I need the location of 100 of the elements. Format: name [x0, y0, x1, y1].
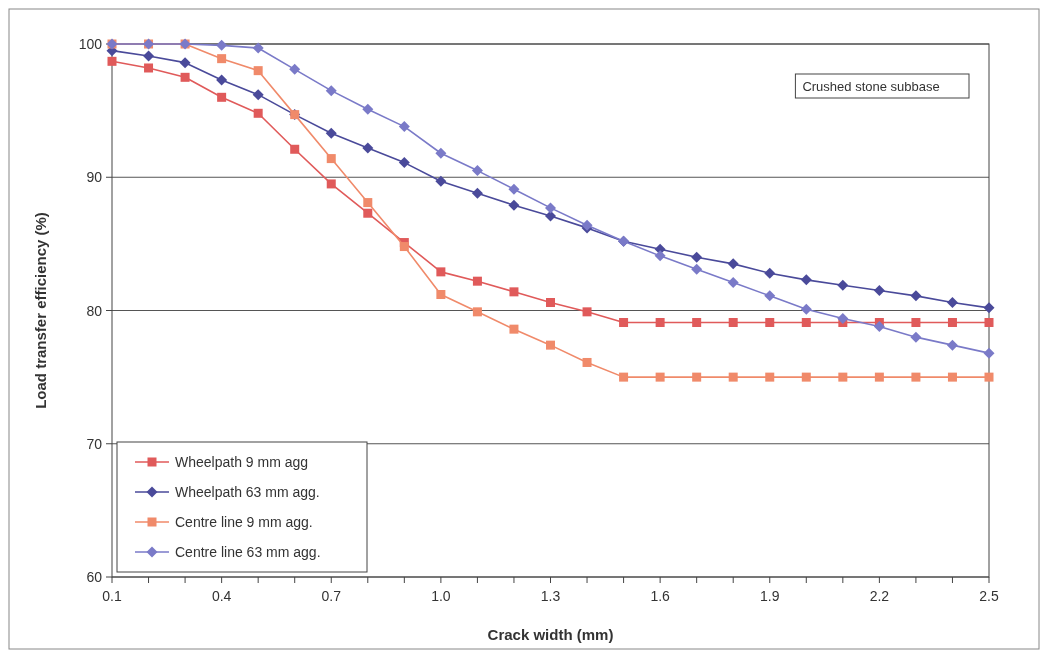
x-tick-label: 1.6 — [650, 588, 671, 604]
point — [655, 317, 665, 327]
point — [545, 202, 556, 214]
x-tick-label: 1.3 — [540, 588, 561, 604]
point — [107, 56, 117, 66]
point — [253, 108, 263, 118]
point — [764, 290, 776, 302]
point — [362, 142, 374, 154]
legend-label: Centre line 63 mm agg. — [175, 544, 321, 560]
point — [801, 317, 811, 327]
point — [217, 92, 227, 102]
point — [800, 274, 812, 286]
point — [217, 54, 227, 64]
point — [216, 74, 228, 86]
point — [910, 331, 922, 343]
point — [508, 199, 520, 211]
point — [143, 50, 155, 62]
point — [472, 276, 482, 286]
y-tick-label: 70 — [86, 435, 103, 452]
point — [801, 372, 811, 382]
point — [946, 297, 958, 309]
point — [546, 298, 555, 308]
point — [947, 372, 957, 382]
point — [252, 89, 264, 101]
point — [435, 147, 447, 159]
point — [654, 250, 666, 262]
point — [472, 307, 482, 317]
point — [911, 317, 921, 327]
point — [727, 277, 739, 289]
x-tick-label: 0.4 — [211, 588, 232, 604]
x-tick-label: 2.2 — [869, 588, 890, 604]
point — [727, 258, 739, 270]
point — [325, 85, 337, 97]
point — [398, 157, 410, 169]
point — [984, 317, 994, 327]
point — [253, 66, 263, 76]
point — [144, 63, 154, 73]
point — [619, 317, 629, 327]
point — [983, 302, 995, 314]
point — [837, 312, 849, 324]
y-tick-label: 100 — [78, 36, 103, 52]
point — [179, 57, 191, 69]
x-tick-label: 1.9 — [760, 588, 780, 604]
x-tick-label: 0.7 — [321, 588, 342, 604]
y-tick-label: 60 — [86, 569, 103, 585]
point — [509, 324, 519, 334]
x-tick-label: 1.0 — [431, 588, 451, 604]
point — [800, 303, 812, 315]
point — [765, 317, 775, 327]
point — [946, 339, 958, 351]
point — [326, 154, 336, 164]
point — [692, 317, 702, 327]
point — [873, 320, 885, 332]
point — [508, 183, 520, 195]
point — [874, 372, 884, 382]
point — [471, 165, 483, 177]
point — [728, 317, 738, 327]
point — [363, 208, 373, 218]
point — [216, 39, 228, 51]
point — [911, 372, 921, 382]
y-tick-label: 80 — [86, 302, 103, 319]
point — [838, 372, 848, 382]
point — [546, 340, 555, 350]
point — [582, 357, 592, 367]
legend-label: Centre line 9 mm agg. — [175, 514, 313, 530]
point — [983, 347, 995, 359]
point — [764, 267, 776, 279]
point — [910, 290, 922, 302]
x-tick-label: 0.1 — [102, 588, 122, 604]
point — [765, 372, 775, 382]
point — [691, 251, 703, 263]
point — [325, 127, 337, 139]
annotation: Crushed stone subbase — [802, 79, 940, 94]
point — [436, 290, 446, 300]
point — [728, 372, 738, 382]
legend-label: Wheelpath 63 mm agg. — [175, 484, 320, 500]
point — [509, 287, 519, 297]
y-tick-label: 90 — [86, 169, 103, 186]
y-axis-title: Load transfer efficiency (%) — [32, 212, 49, 409]
point — [655, 372, 665, 382]
point — [691, 263, 703, 275]
point — [398, 121, 410, 133]
x-axis-title: Crack width (mm) — [487, 626, 614, 643]
point — [399, 242, 409, 252]
point — [362, 103, 374, 115]
point — [582, 307, 592, 317]
point — [873, 285, 885, 297]
point — [984, 372, 994, 382]
point — [619, 372, 629, 382]
point — [289, 63, 301, 75]
point — [290, 144, 300, 154]
x-tick-label: 2.5 — [979, 588, 999, 604]
point — [837, 279, 849, 291]
point — [947, 317, 957, 327]
point — [435, 175, 447, 187]
legend-label: Wheelpath 9 mm agg — [175, 454, 309, 470]
point — [363, 198, 373, 208]
point — [180, 72, 190, 82]
point — [471, 187, 483, 199]
point — [692, 372, 702, 382]
